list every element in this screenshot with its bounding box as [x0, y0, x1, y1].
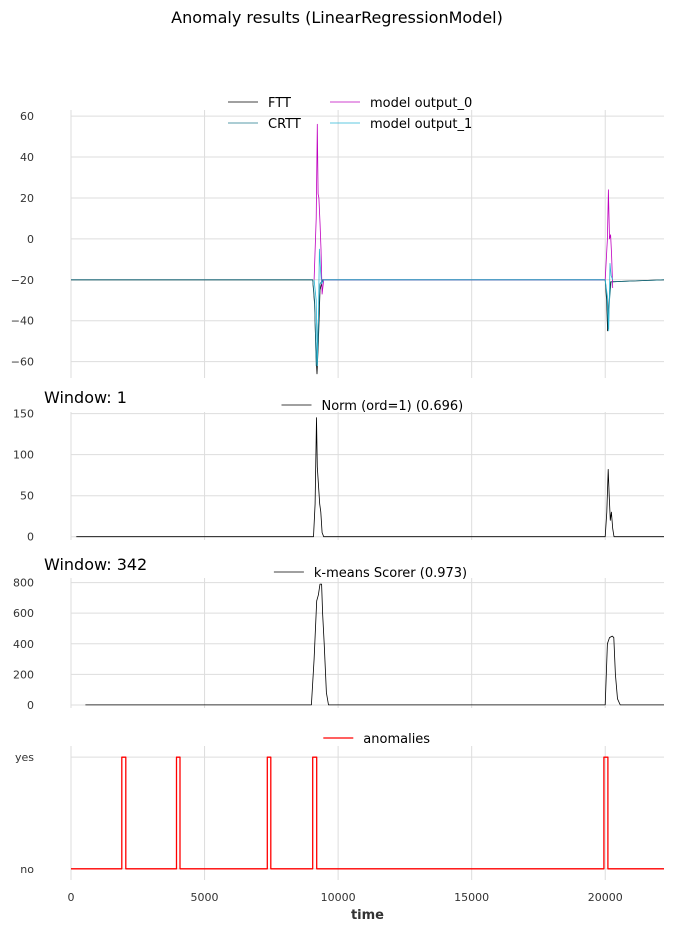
y-tick-label: 400	[13, 638, 34, 651]
panel-title: Window: 342	[44, 555, 147, 574]
series-line-ftt	[71, 279, 665, 375]
y-tick-label: −60	[11, 356, 34, 369]
y-tick-label: 200	[13, 668, 34, 681]
legend-label: Norm (ord=1) (0.696)	[322, 399, 464, 414]
y-tick-label: 150	[13, 408, 34, 421]
series-line-k-means-scorer-0-973	[85, 583, 664, 706]
legend-label: CRTT	[268, 117, 301, 132]
y-tick-label: 100	[13, 449, 34, 462]
figure-title: Anomaly results (LinearRegressionModel)	[171, 8, 503, 27]
y-tick-label: no	[20, 863, 34, 876]
chart-panel-4: yes no anomalies 0 5000 10000 15000 20000 time	[15, 732, 664, 923]
y-tick-label: −40	[11, 315, 34, 328]
y-tick-label: −20	[11, 274, 34, 287]
legend-label: anomalies	[363, 732, 430, 747]
panel-title: Window: 1	[44, 388, 127, 407]
x-tick-label: 0	[68, 891, 75, 904]
x-axis-label: time	[351, 908, 384, 923]
y-tick-label: 0	[27, 699, 34, 712]
chart-panel-3: 800 600 400 200 0 Window: 342 k-means Scorer (…	[13, 555, 664, 712]
series-line-model-output-0	[313, 123, 614, 295]
chart-panel-2: 150 100 50 0 Window: 1 Norm (ord=1) (0.696)	[13, 388, 664, 544]
y-tick-label: 800	[13, 577, 34, 590]
series-line-norm-ord-1-0-696	[76, 417, 664, 538]
y-tick-label: 0	[27, 531, 34, 544]
legend-label: model output_1	[370, 117, 472, 132]
y-tick-label: 40	[20, 151, 34, 164]
y-tick-label: 20	[20, 192, 34, 205]
series-line-model-output-1	[313, 248, 614, 367]
series-line-anomalies	[71, 756, 664, 870]
x-tick-label: 15000	[454, 891, 489, 904]
y-tick-label: 600	[13, 607, 34, 620]
legend-label: FTT	[268, 96, 291, 111]
x-tick-label: 20000	[588, 891, 623, 904]
y-tick-label: 50	[20, 490, 34, 503]
y-tick-label: 0	[27, 233, 34, 246]
chart-panel-1: 60 40 20 0 −20 −40 −60 FTT CRTT model output_0mod…	[11, 96, 665, 378]
x-tick-label: 10000	[321, 891, 356, 904]
y-tick-label: yes	[15, 751, 34, 764]
series-line-crtt	[71, 279, 665, 367]
x-tick-label: 5000	[191, 891, 219, 904]
legend-label: model output_0	[370, 96, 472, 111]
y-tick-label: 60	[20, 110, 34, 123]
legend-label: k-means Scorer (0.973)	[314, 566, 467, 581]
